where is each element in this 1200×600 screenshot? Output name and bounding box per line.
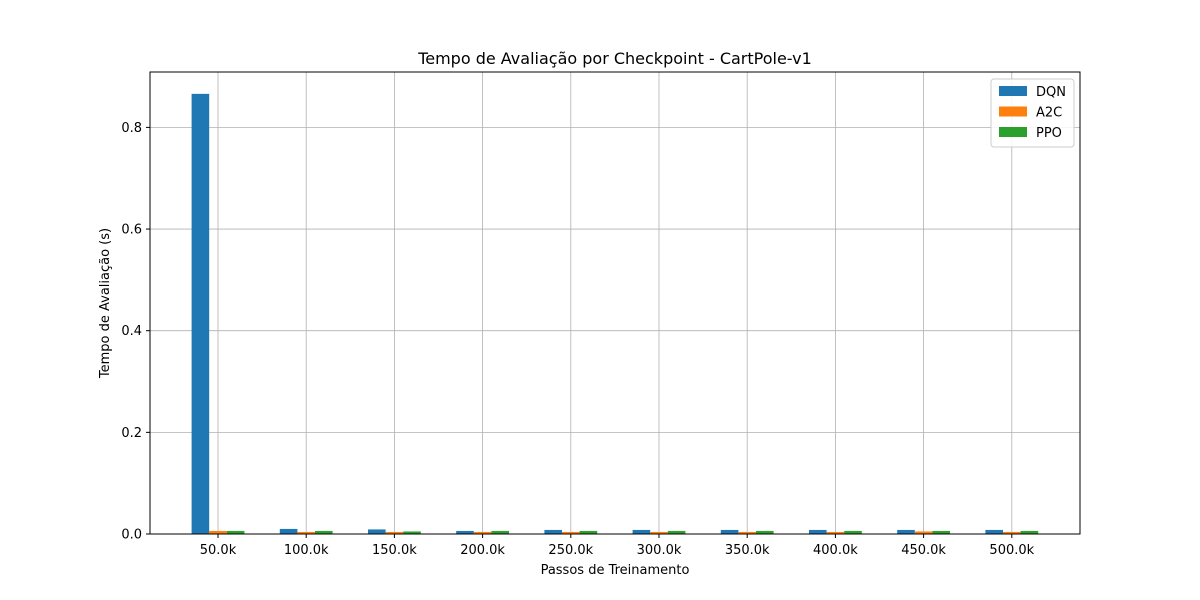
x-tick-label: 150.0k (372, 543, 417, 558)
bar-a2c-450.0k (914, 531, 933, 534)
bar-ppo-50.0k (226, 530, 245, 534)
x-tick-label: 450.0k (901, 543, 946, 558)
y-tick-label: 0.2 (121, 426, 142, 441)
bar-ppo-100.0k (315, 530, 333, 534)
bar-dqn-150.0k (368, 529, 386, 534)
bar-ppo-200.0k (491, 530, 509, 534)
x-tick-label: 50.0k (200, 543, 237, 558)
bar-dqn-200.0k (456, 530, 474, 534)
x-tick-label: 100.0k (284, 543, 329, 558)
ticks-layer: 0.0 0.2 0.4 0.6 0.8 50.0k 100.0k 150.0k 200.0k 25… (121, 121, 1034, 558)
bar-ppo-300.0k (667, 530, 686, 534)
bars-layer (191, 93, 1039, 534)
bar-ppo-350.0k (756, 530, 774, 534)
bar-ppo-150.0k (403, 531, 421, 534)
y-tick-label: 0.0 (121, 528, 142, 543)
bar-a2c-50.0k (209, 530, 227, 534)
y-tick-label: 0.4 (121, 324, 142, 339)
legend-swatch-a2c (999, 106, 1027, 117)
bar-ppo-450.0k (932, 530, 950, 534)
x-tick-label: 200.0k (460, 543, 505, 558)
legend-swatch-ppo (999, 127, 1027, 137)
bar-a2c-150.0k (385, 531, 404, 534)
x-tick-label: 500.0k (989, 543, 1034, 558)
bar-ppo-250.0k (579, 530, 598, 534)
bar-a2c-100.0k (297, 531, 315, 534)
bar-ppo-500.0k (1020, 530, 1039, 534)
bar-dqn-50.0k (191, 93, 210, 534)
x-tick-label: 250.0k (548, 543, 593, 558)
bar-dqn-450.0k (897, 529, 915, 534)
plot-frame (149, 71, 1081, 535)
grid-layer (150, 72, 1080, 535)
bar-a2c-300.0k (650, 531, 668, 534)
bar-a2c-200.0k (473, 531, 492, 534)
bar-a2c-500.0k (1003, 531, 1021, 534)
y-tick-label: 0.6 (121, 223, 142, 238)
x-tick-label: 400.0k (813, 543, 858, 558)
bar-dqn-500.0k (985, 529, 1003, 534)
bar-ppo-400.0k (844, 530, 862, 534)
x-axis-label: Passos de Treinamento (541, 563, 690, 578)
x-tick-label: 350.0k (725, 543, 770, 558)
x-tick-label: 300.0k (637, 543, 682, 558)
legend-label-dqn: DQN (1036, 85, 1066, 100)
y-tick-label: 0.8 (121, 121, 142, 136)
bar-a2c-400.0k (826, 531, 845, 534)
bar-dqn-350.0k (720, 529, 739, 534)
y-axis-label: Tempo de Avaliação (s) (98, 228, 113, 379)
legend-label-a2c: A2C (1036, 106, 1062, 121)
bar-dqn-400.0k (809, 529, 827, 534)
bar-dqn-300.0k (632, 529, 651, 534)
bar-a2c-350.0k (738, 531, 756, 534)
legend: DQN A2C PPO (990, 78, 1075, 148)
legend-swatch-dqn (999, 86, 1027, 96)
bar-dqn-100.0k (279, 528, 298, 534)
legend-label-ppo: PPO (1036, 126, 1062, 141)
bar-a2c-250.0k (562, 531, 580, 534)
bar-dqn-250.0k (544, 529, 562, 534)
chart-title: Tempo de Avaliação por Checkpoint - Cart… (417, 49, 812, 68)
